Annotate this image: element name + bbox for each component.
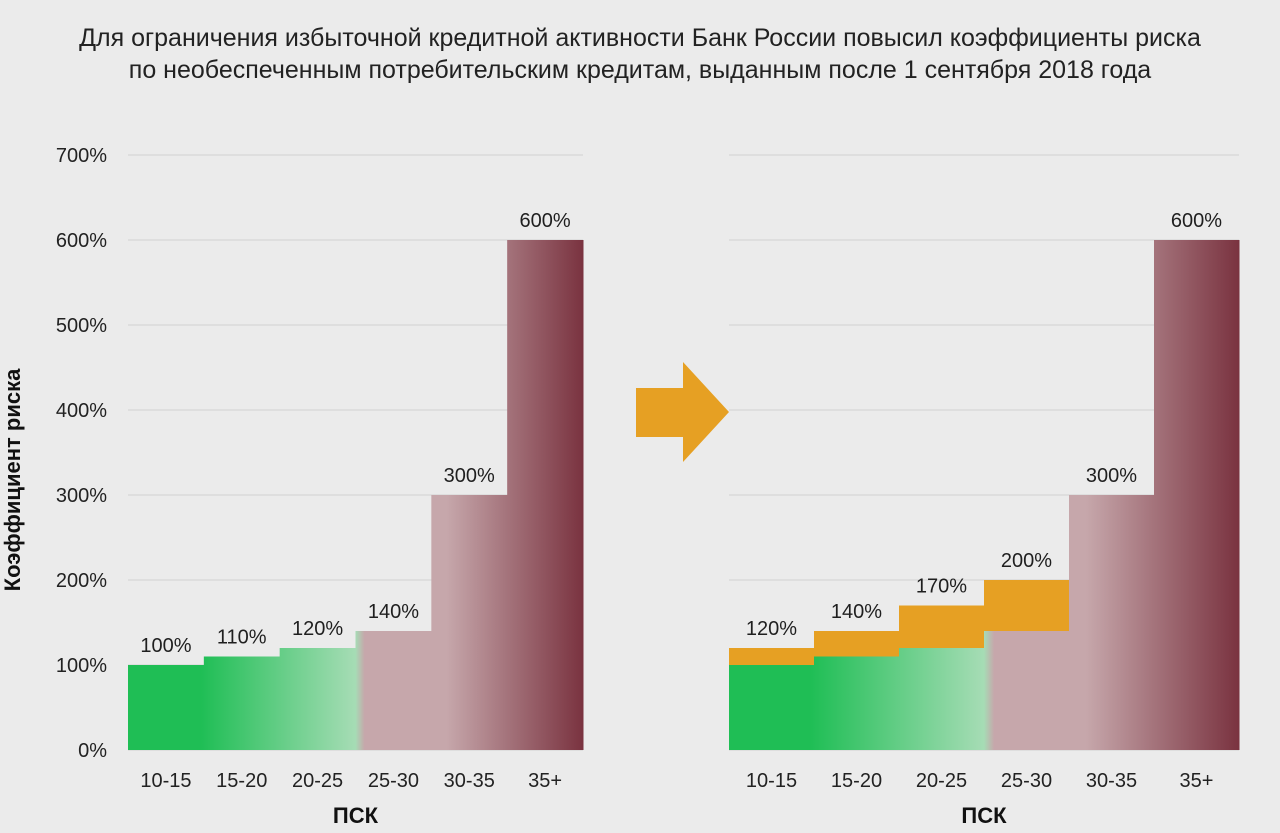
arrow-right-icon <box>636 362 729 462</box>
bar-35+ <box>1154 240 1240 750</box>
data-label: 100% <box>140 635 191 657</box>
bar-20-25 <box>899 648 985 750</box>
x-tick-label: 35+ <box>1180 770 1214 792</box>
title-line-1: Для ограничения избыточной кредитной акт… <box>79 24 1201 52</box>
bar-10-15 <box>128 665 205 750</box>
data-label: 200% <box>1001 550 1052 572</box>
bar-25-30 <box>984 631 1070 750</box>
x-tick-label: 10-15 <box>746 770 797 792</box>
y-tick-label: 700% <box>56 145 107 167</box>
data-label: 120% <box>746 618 797 640</box>
x-tick-label: 10-15 <box>140 770 191 792</box>
bar-15-20 <box>814 656 900 750</box>
x-tick-label: 25-30 <box>1001 770 1052 792</box>
x-tick-label: 30-35 <box>444 770 495 792</box>
bar-10-15 <box>729 665 815 750</box>
chart-before: 0% 100% 200% 300% 400% 500% 600% 700% 100% 110% 12… <box>56 145 584 828</box>
x-tick-label: 15-20 <box>216 770 267 792</box>
data-label: 140% <box>368 601 419 623</box>
bar-increase-10-15 <box>729 648 815 665</box>
data-label: 170% <box>916 576 967 598</box>
x-axis-title: ПСК <box>333 803 379 828</box>
y-tick-label: 600% <box>56 230 107 252</box>
bar-35+ <box>507 240 584 750</box>
x-tick-label: 25-30 <box>368 770 419 792</box>
title-line-2: по необеспеченным потребительским кредит… <box>128 56 1152 84</box>
chart-after: 120% 140% 170% 200% 300% 600% 10-15 15-20 20-25 2… <box>729 154 1240 828</box>
x-tick-label: 30-35 <box>1086 770 1137 792</box>
bar-25-30 <box>355 631 432 750</box>
data-label: 110% <box>217 627 267 649</box>
y-tick-label: 100% <box>56 655 107 677</box>
bar-30-35 <box>1069 495 1155 750</box>
y-tick-label: 0% <box>78 740 107 762</box>
chart-title: Для ограничения избыточной кредитной акт… <box>0 22 1280 86</box>
bar-increase-15-20 <box>814 631 900 657</box>
data-label: 600% <box>520 210 571 232</box>
x-axis-title: ПСК <box>961 803 1007 828</box>
bar-increase-25-30 <box>984 580 1070 631</box>
x-tick-label: 15-20 <box>831 770 882 792</box>
bar-increase-20-25 <box>899 605 985 648</box>
data-label: 300% <box>1086 465 1137 487</box>
x-tick-label: 35+ <box>528 770 562 792</box>
y-tick-label: 400% <box>56 400 107 422</box>
data-label: 300% <box>444 465 495 487</box>
data-label: 600% <box>1171 210 1222 232</box>
x-tick-label: 20-25 <box>292 770 343 792</box>
bar-30-35 <box>431 495 508 750</box>
y-tick-label: 200% <box>56 570 107 592</box>
x-tick-label: 20-25 <box>916 770 967 792</box>
data-label: 120% <box>292 618 343 640</box>
bar-15-20 <box>203 656 281 750</box>
data-label: 140% <box>831 601 882 623</box>
bar-20-25 <box>279 648 356 750</box>
y-tick-label: 500% <box>56 315 107 337</box>
y-tick-label: 300% <box>56 485 107 507</box>
